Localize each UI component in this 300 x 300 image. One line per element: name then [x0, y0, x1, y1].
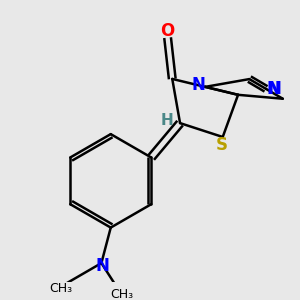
Text: N: N — [191, 76, 205, 94]
Text: N: N — [267, 80, 281, 98]
Text: H: H — [161, 113, 174, 128]
Text: S: S — [215, 136, 227, 154]
Text: CH₃: CH₃ — [49, 282, 72, 295]
Text: N: N — [268, 80, 281, 98]
Text: CH₃: CH₃ — [110, 288, 133, 300]
Text: O: O — [160, 22, 175, 40]
Text: N: N — [96, 257, 110, 275]
